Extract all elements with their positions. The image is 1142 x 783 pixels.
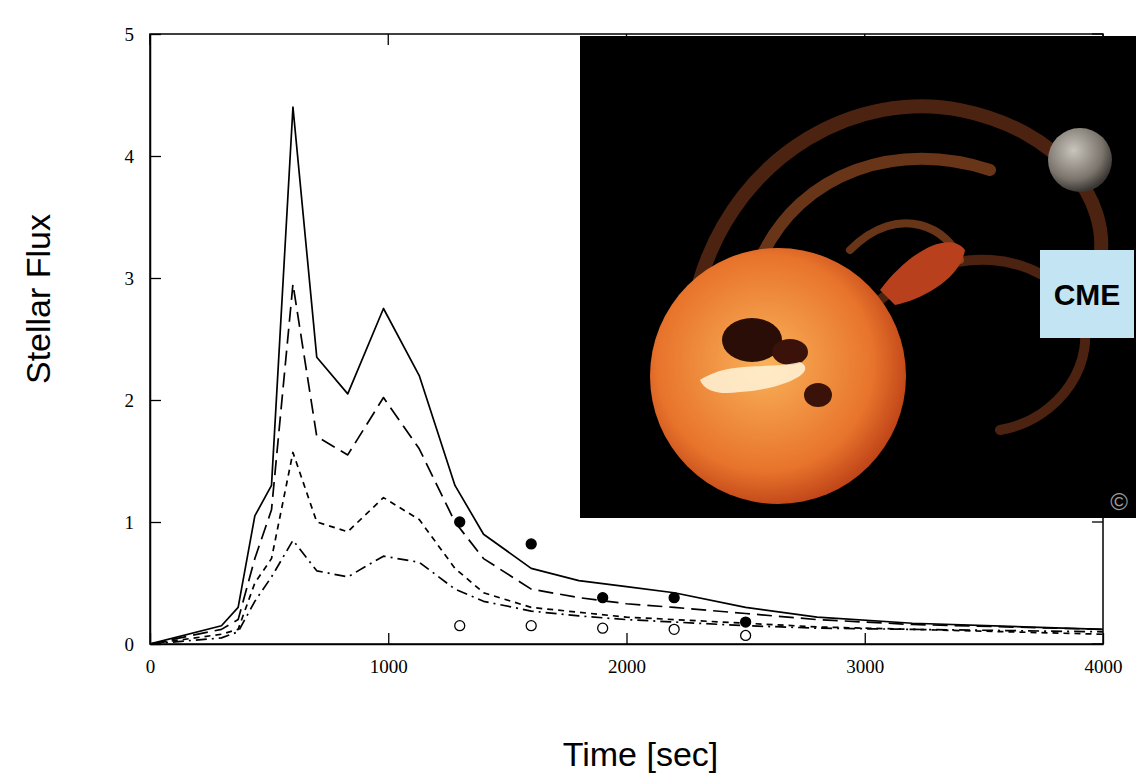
x-tick-mark — [626, 633, 627, 644]
y-axis-title: Stellar Flux — [19, 214, 57, 384]
scatter-point — [598, 593, 608, 603]
x-tick-mark-top — [388, 34, 389, 45]
y-tick-label: 5 — [125, 24, 135, 45]
x-axis: 0 1000 2000 3000 4000 — [146, 633, 1123, 677]
inset-spot — [804, 383, 832, 407]
y-tick-mark — [150, 522, 161, 523]
annotation: © — [1110, 488, 1128, 515]
y-tick-mark — [150, 34, 161, 35]
y-tick: 5 — [125, 24, 162, 45]
y-tick: 0 — [125, 634, 162, 655]
scatter-point — [526, 539, 536, 549]
y-tick-mark-right — [1092, 33, 1103, 34]
x-tick-label: 3000 — [846, 656, 884, 677]
y-tick-mark — [150, 278, 161, 279]
inset-star — [650, 248, 906, 504]
y-tick-label: 0 — [125, 634, 135, 655]
y-tick-mark — [150, 156, 161, 157]
chart: 0 1000 2000 3000 4000 0 1 2 3 4 5 Time [sec] Stellar… — [0, 0, 1142, 783]
x-tick: 2000 — [608, 633, 646, 677]
x-tick-label: 1000 — [370, 656, 408, 677]
y-tick: 4 — [125, 146, 162, 167]
inset-background — [580, 36, 1136, 518]
y-tick-mark — [150, 644, 161, 645]
y-tick-label: 4 — [125, 146, 135, 167]
scatter-point — [741, 630, 751, 640]
y-tick-mark-right — [1092, 521, 1103, 522]
x-axis-title: Time [sec] — [563, 735, 719, 773]
x-tick: 3000 — [846, 633, 884, 677]
y-tick-label: 2 — [125, 390, 135, 411]
x-tick-mark — [1103, 633, 1104, 644]
y-tick-label: 3 — [125, 268, 135, 289]
scatter-point — [455, 517, 465, 527]
y-tick: 2 — [125, 390, 162, 411]
x-tick-mark — [865, 633, 866, 644]
x-tick-label: 0 — [146, 656, 156, 677]
scatter-point — [455, 621, 465, 631]
x-tick: 4000 — [1085, 633, 1123, 677]
y-axis: 0 1 2 3 4 5 — [125, 24, 162, 655]
inset-image: CME © — [580, 36, 1136, 518]
inset-planet — [1048, 128, 1112, 192]
scatter-point — [669, 624, 679, 634]
annotation-box — [1040, 250, 1134, 338]
inset-eruption — [880, 242, 965, 305]
y-tick-mark — [150, 400, 161, 401]
x-tick-mark-top — [149, 34, 150, 45]
inset-flare — [700, 362, 805, 393]
series-line — [150, 540, 1103, 644]
scatter-point — [598, 623, 608, 633]
scatter-point — [669, 593, 679, 603]
annotation: CME — [1054, 278, 1121, 311]
x-tick-label: 2000 — [608, 656, 646, 677]
y-axis-line — [150, 35, 152, 645]
y-tick: 3 — [125, 268, 162, 289]
inset-spot — [772, 339, 808, 365]
scatter-point — [526, 621, 536, 631]
y-tick-mark-right — [1092, 643, 1103, 644]
x-tick: 1000 — [370, 633, 408, 677]
x-tick-label: 4000 — [1085, 656, 1123, 677]
y-tick-label: 1 — [125, 512, 135, 533]
y-tick: 1 — [125, 512, 162, 533]
scatter-point — [741, 617, 751, 627]
x-tick-mark — [388, 633, 389, 644]
